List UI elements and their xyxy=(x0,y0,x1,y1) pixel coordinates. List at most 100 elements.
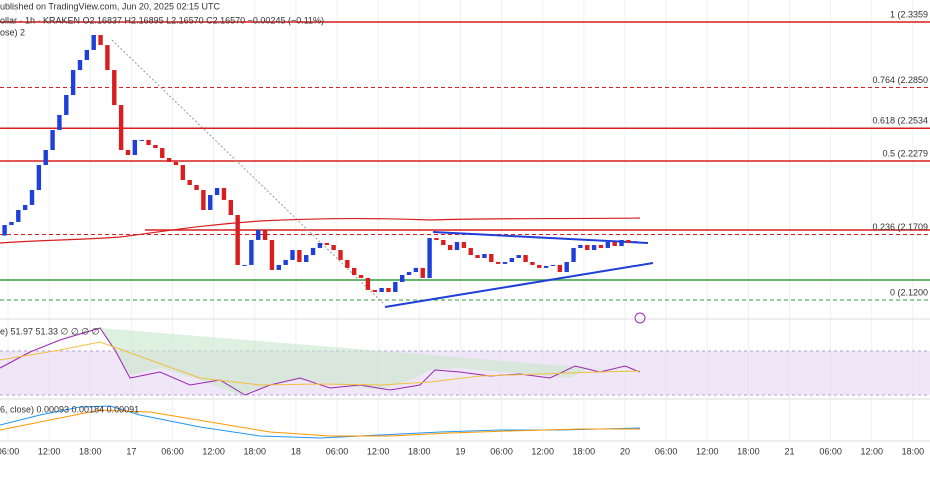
candle xyxy=(173,161,179,166)
candle xyxy=(166,157,172,162)
candle xyxy=(201,190,206,210)
candle xyxy=(290,250,295,260)
candle xyxy=(125,149,131,156)
x-tick-label: 12:00 xyxy=(860,446,883,456)
x-tick-label: 06:00 xyxy=(819,446,842,456)
candle xyxy=(605,242,611,248)
candle xyxy=(413,267,419,273)
candle xyxy=(16,209,21,222)
candle xyxy=(70,70,76,96)
candle xyxy=(626,239,631,243)
candle xyxy=(283,259,288,265)
candle xyxy=(550,264,556,266)
candle xyxy=(235,215,240,265)
candle xyxy=(482,254,487,259)
x-tick-label: 18:00 xyxy=(573,446,596,456)
rsi-line xyxy=(0,327,641,396)
x-tick-label: 18:00 xyxy=(79,446,102,456)
candle xyxy=(475,255,480,259)
x-tick-label: 12:00 xyxy=(367,446,390,456)
candle xyxy=(571,247,576,262)
fib-label: 1 (2.3359 xyxy=(890,9,928,19)
candle xyxy=(262,229,268,240)
candle xyxy=(57,114,62,131)
x-tick-label: 12:00 xyxy=(531,446,554,456)
candle xyxy=(112,70,117,106)
candle xyxy=(434,238,439,240)
candle xyxy=(509,258,515,262)
candle xyxy=(578,245,583,248)
candle xyxy=(399,274,405,282)
x-tick-label: 18:00 xyxy=(244,446,267,456)
candle xyxy=(406,272,412,275)
candle xyxy=(489,254,494,262)
x-tick-label: 12:00 xyxy=(38,446,61,456)
fib-label: 0.618 (2.2534 xyxy=(872,116,928,126)
candle xyxy=(297,250,302,262)
candle xyxy=(77,59,83,71)
candle xyxy=(468,247,473,256)
candle xyxy=(379,288,384,292)
x-tick-label: 06:00 xyxy=(0,446,19,456)
candle xyxy=(537,264,542,268)
candle xyxy=(543,265,549,268)
candle xyxy=(502,261,508,264)
candle xyxy=(146,139,151,145)
candle xyxy=(530,261,535,265)
candle xyxy=(358,274,364,278)
candle xyxy=(447,245,453,251)
x-tick-label: 12:00 xyxy=(696,446,719,456)
candle xyxy=(633,241,638,243)
candle xyxy=(461,242,467,248)
candle xyxy=(228,199,234,216)
candle xyxy=(612,242,617,247)
x-tick-label: 17 xyxy=(126,446,136,456)
candle xyxy=(619,239,624,247)
x-tick-label: 18:00 xyxy=(408,446,431,456)
candle xyxy=(276,264,281,270)
candle xyxy=(372,289,377,292)
candle xyxy=(317,242,323,248)
candle xyxy=(585,245,590,251)
candle xyxy=(249,239,254,265)
x-tick-label: 18:00 xyxy=(902,446,925,456)
candle xyxy=(9,221,14,226)
fib-label: 0 (2.1200 xyxy=(890,287,928,297)
rsi-overbought-fill xyxy=(0,328,640,395)
candle xyxy=(441,239,446,246)
candle xyxy=(132,139,138,156)
candle xyxy=(208,195,213,210)
candle xyxy=(564,261,569,273)
candle xyxy=(557,264,563,273)
candle xyxy=(386,288,391,292)
candle xyxy=(29,190,35,205)
x-tick-label: 06:00 xyxy=(326,446,349,456)
candle xyxy=(310,247,316,256)
event-icon xyxy=(634,312,646,324)
candle xyxy=(139,139,144,141)
candle xyxy=(331,245,336,251)
x-tick-label: 18:00 xyxy=(737,446,760,456)
candle xyxy=(214,187,220,196)
candle xyxy=(324,242,329,246)
candle xyxy=(454,242,460,251)
candle xyxy=(598,245,604,248)
macd-line xyxy=(0,405,641,439)
x-tick-label: 06:00 xyxy=(655,446,678,456)
trend-line xyxy=(432,231,649,244)
trend-line xyxy=(384,262,654,308)
fib-label: 0.236 (2.1709 xyxy=(872,222,928,232)
candle xyxy=(338,250,343,260)
candle xyxy=(2,225,7,236)
fib-label: 0.764 (2.2850 xyxy=(872,75,928,85)
candle xyxy=(50,130,55,150)
candle xyxy=(242,264,247,266)
x-tick-label: 19 xyxy=(455,446,465,456)
candle xyxy=(91,35,96,50)
x-tick-label: 18 xyxy=(291,446,301,456)
x-tick-label: 12:00 xyxy=(202,446,225,456)
candle xyxy=(304,255,309,262)
